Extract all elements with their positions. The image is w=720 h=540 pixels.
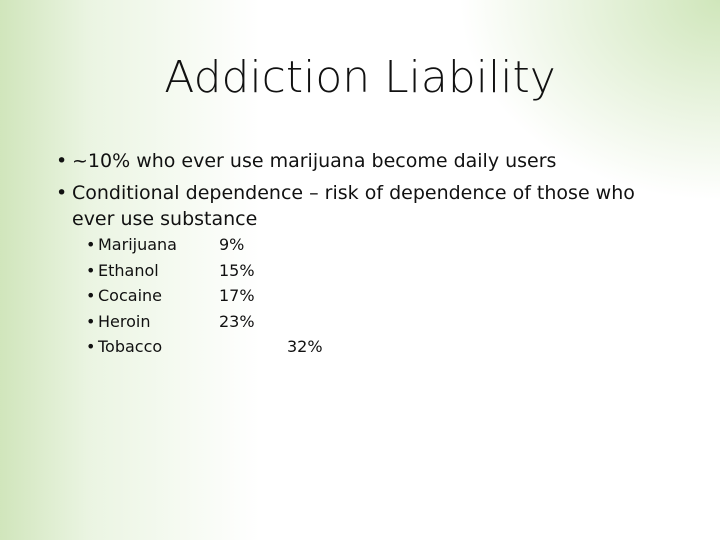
sub-item-value: 9% (219, 235, 245, 254)
bullet-dot: • (56, 150, 68, 172)
sub-item-value: 32% (287, 337, 323, 356)
sub-bullet-dot: • (86, 286, 96, 305)
sub-item-label: Ethanol (98, 260, 159, 280)
sub-item-value: 15% (219, 260, 255, 280)
sub-bullet-dot: • (86, 235, 96, 254)
bullet: • Conditional dependence – risk of depen… (56, 180, 676, 232)
bullet: • ~10% who ever use marijuana become dai… (56, 148, 556, 174)
bullet-text: ~10% who ever use marijuana become daily… (72, 150, 557, 172)
sub-item-label: Cocaine (98, 286, 162, 305)
bullet-dot: • (56, 182, 68, 204)
slide-title: Addiction Liability (164, 52, 556, 103)
sub-item-label: Marijuana (98, 235, 177, 254)
sub-bullet-dot: • (86, 260, 96, 280)
sub-item-label: Heroin (98, 311, 151, 331)
sub-item-value: 17% (219, 286, 255, 305)
sub-bullet-dot: • (86, 337, 96, 356)
sub-item-label: Tobacco (98, 337, 163, 356)
bullet-text: Conditional dependence – risk of depende… (72, 182, 635, 230)
sub-bullet-dot: • (86, 311, 96, 331)
sub-item-value: 23% (219, 311, 255, 331)
